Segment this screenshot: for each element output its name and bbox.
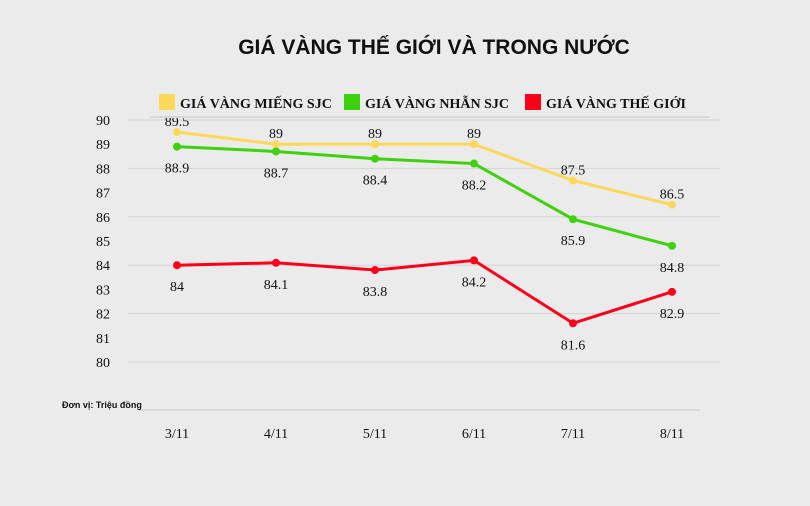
- data-point: [569, 215, 577, 224]
- x-tick-label: 7/11: [561, 427, 585, 442]
- data-point: [173, 128, 181, 137]
- data-point: [569, 319, 577, 328]
- data-label: 84.1: [264, 278, 289, 293]
- data-label: 81.6: [561, 338, 586, 353]
- data-point: [272, 140, 280, 149]
- data-label: 89: [467, 127, 481, 142]
- data-label: 89: [269, 127, 283, 142]
- series: 88.9 88.7 88.4 88.2 85.9 84.8: [165, 142, 685, 276]
- data-point: [470, 256, 478, 265]
- data-point: [173, 261, 181, 270]
- series-line: [176, 258, 673, 325]
- data-label: 88.7: [264, 166, 289, 181]
- data-label: 89.5: [165, 115, 190, 130]
- data-point: [569, 176, 577, 185]
- y-tick-label: 85: [96, 235, 110, 250]
- data-point: [272, 147, 280, 156]
- data-label: 88.4: [363, 174, 388, 189]
- y-tick-label: 83: [96, 283, 110, 298]
- y-tick-label: 90: [96, 114, 110, 129]
- data-point: [470, 159, 478, 168]
- y-tick-label: 89: [96, 138, 110, 153]
- series: 89.5 89 89 89 87.5 86.5: [165, 115, 685, 209]
- x-tick-label: 3/11: [165, 427, 189, 442]
- data-label: 88.9: [165, 162, 190, 177]
- x-tick-label: 5/11: [363, 427, 387, 442]
- legend-swatch: [159, 94, 175, 110]
- x-tick-label: 8/11: [660, 427, 684, 442]
- data-label: 82.9: [660, 307, 685, 322]
- data-point: [173, 142, 181, 151]
- legend-label: GIÁ VÀNG THẾ GIỚI: [546, 95, 686, 112]
- data-label: 84.2: [462, 275, 487, 290]
- y-tick-label: 87: [96, 187, 110, 202]
- y-tick-label: 84: [96, 259, 110, 274]
- x-tick-label: 4/11: [264, 427, 288, 442]
- chart-title: GIÁ VÀNG THẾ GIỚI VÀ TRONG NƯỚC: [238, 35, 630, 59]
- y-tick-label: 88: [96, 162, 110, 177]
- legend-swatch: [344, 94, 360, 110]
- legend-swatch: [525, 94, 541, 110]
- y-tick-label: 82: [96, 308, 110, 323]
- series-line: [176, 130, 673, 207]
- y-tick-label: 86: [96, 211, 110, 226]
- data-point: [371, 140, 379, 149]
- data-point: [272, 258, 280, 267]
- series: 84 84.1 83.8 84.2 81.6 82.9: [170, 256, 684, 353]
- x-tick-label: 6/11: [462, 427, 486, 442]
- unit-note: Đơn vị: Triệu đồng: [62, 400, 142, 410]
- data-point: [668, 200, 676, 209]
- data-label: 83.8: [363, 285, 388, 300]
- y-tick-label: 80: [96, 356, 110, 371]
- series-line: [176, 145, 673, 248]
- data-label: 87.5: [561, 164, 586, 179]
- legend-label: GIÁ VÀNG MIẾNG SJC: [180, 95, 332, 112]
- legend-item: GIÁ VÀNG NHẪN SJC: [344, 94, 509, 112]
- legend-label: GIÁ VÀNG NHẪN SJC: [365, 94, 509, 112]
- data-label: 88.2: [462, 179, 487, 194]
- data-point: [470, 140, 478, 149]
- data-point: [371, 266, 379, 275]
- data-point: [371, 154, 379, 163]
- y-tick-label: 81: [96, 332, 110, 347]
- data-label: 89: [368, 127, 382, 142]
- data-point: [668, 287, 676, 296]
- data-label: 84.8: [660, 261, 685, 276]
- legend-item: GIÁ VÀNG MIẾNG SJC: [159, 94, 332, 112]
- data-label: 86.5: [660, 188, 685, 203]
- data-point: [668, 241, 676, 250]
- legend-item: GIÁ VÀNG THẾ GIỚI: [525, 94, 686, 112]
- data-label: 85.9: [561, 234, 586, 249]
- data-label: 84: [170, 280, 184, 295]
